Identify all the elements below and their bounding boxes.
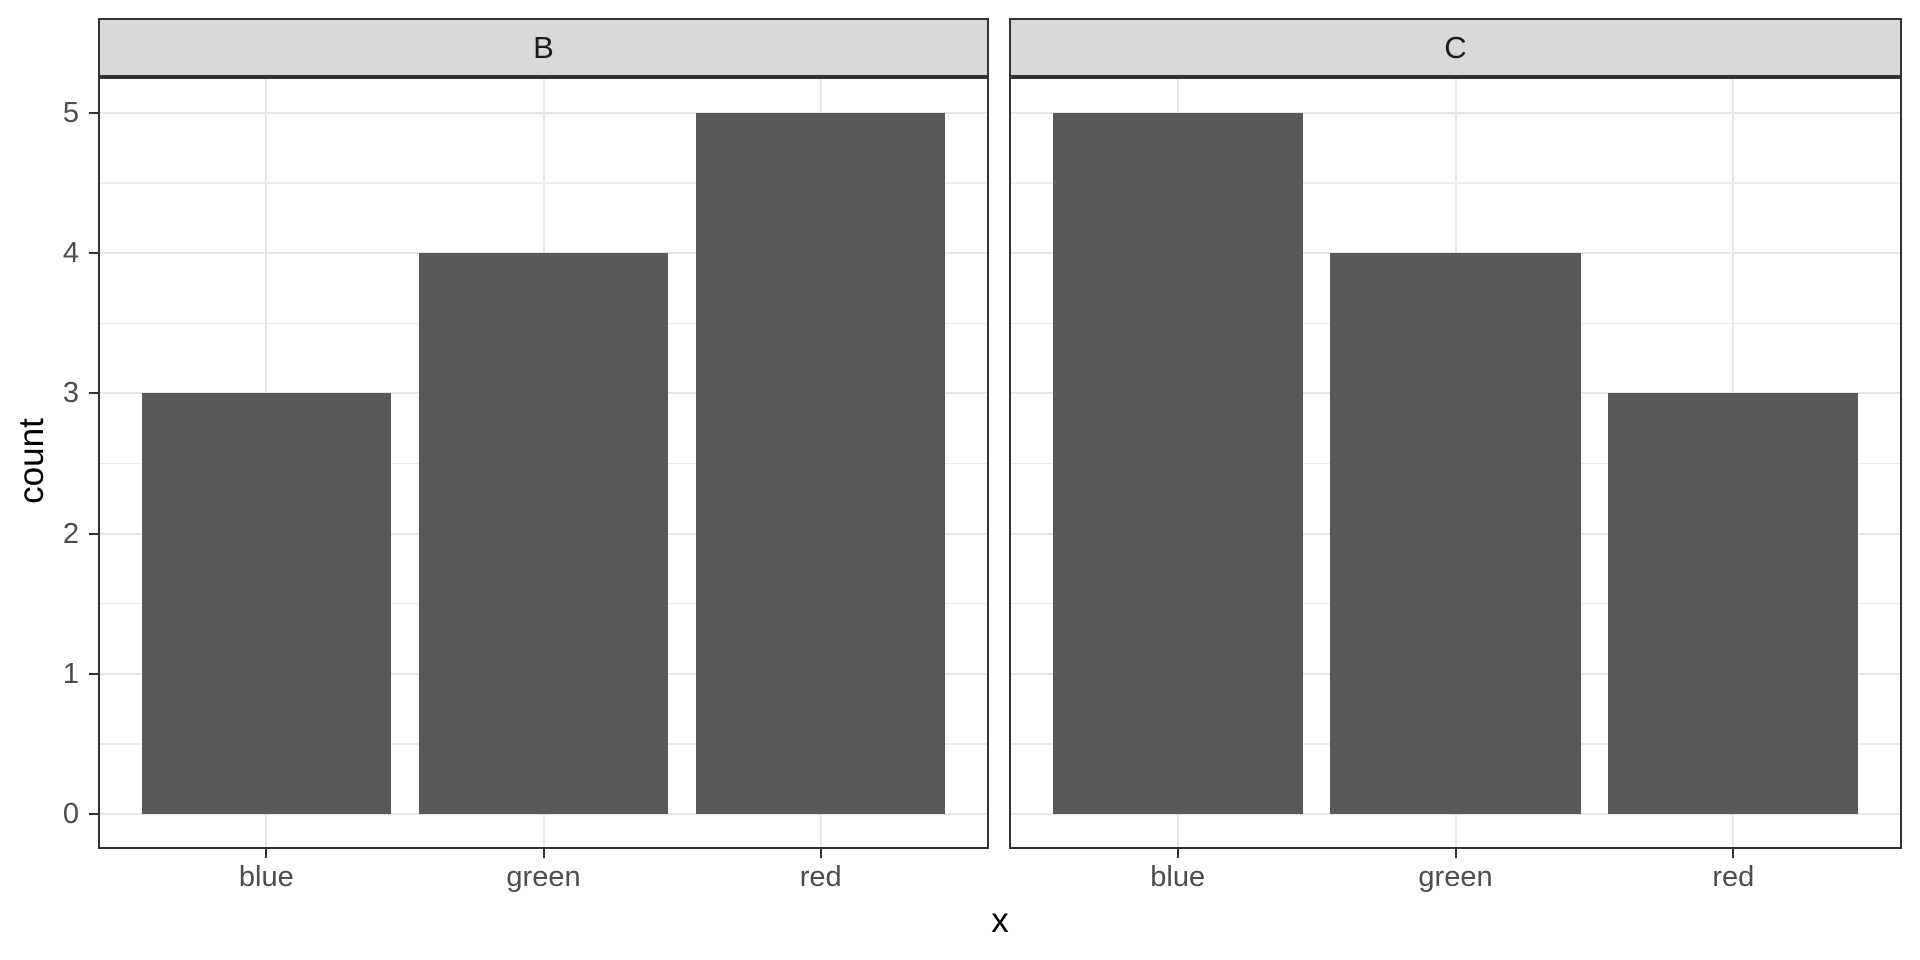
x-tick-mark xyxy=(1732,849,1735,858)
facet-strip-c: C xyxy=(1009,18,1902,77)
x-tick-label: blue xyxy=(1150,861,1206,893)
bar-C-blue xyxy=(1052,113,1303,814)
x-tick-label: blue xyxy=(238,861,294,893)
gridline-y-major xyxy=(1011,813,1900,815)
x-tick-mark xyxy=(542,849,545,858)
gridline-y-major xyxy=(100,112,987,114)
y-tick-mark xyxy=(89,112,98,114)
bar-C-green xyxy=(1330,253,1581,814)
facet-panel-b xyxy=(98,77,989,849)
x-tick-label: green xyxy=(506,861,581,893)
x-tick-mark xyxy=(265,849,268,858)
x-axis-title: x xyxy=(991,901,1009,940)
y-tick-label: 1 xyxy=(62,657,79,690)
y-tick-mark xyxy=(89,252,98,255)
bar-B-red xyxy=(695,113,946,814)
gridline-y-major xyxy=(1011,112,1900,114)
bar-B-blue xyxy=(141,393,392,814)
bar-B-green xyxy=(418,253,669,814)
y-axis-title: count xyxy=(12,418,51,504)
x-tick-mark xyxy=(1454,849,1457,858)
x-tick-mark xyxy=(819,849,822,858)
x-tick-label: red xyxy=(1712,861,1755,893)
bar-C-red xyxy=(1608,393,1859,814)
facet-panel-c xyxy=(1009,77,1902,849)
x-tick-mark xyxy=(1176,849,1179,858)
facet-strip-b: B xyxy=(98,18,989,77)
y-tick-label: 2 xyxy=(62,517,79,550)
y-tick-label: 3 xyxy=(62,377,79,410)
gridline-y-minor xyxy=(1011,182,1900,184)
gridline-y-minor xyxy=(100,182,987,184)
x-tick-label: green xyxy=(1418,861,1493,893)
facet-strip-label: C xyxy=(1444,29,1467,65)
y-tick-mark xyxy=(89,532,98,535)
y-tick-mark xyxy=(89,813,98,815)
x-tick-label: red xyxy=(799,861,842,893)
y-tick-mark xyxy=(89,672,98,675)
y-tick-label: 5 xyxy=(62,97,79,129)
facet-strip-label: B xyxy=(533,29,554,65)
y-tick-mark xyxy=(89,392,98,395)
y-tick-label: 4 xyxy=(62,237,79,270)
gridline-y-major xyxy=(100,813,987,815)
y-tick-label: 0 xyxy=(62,798,79,830)
